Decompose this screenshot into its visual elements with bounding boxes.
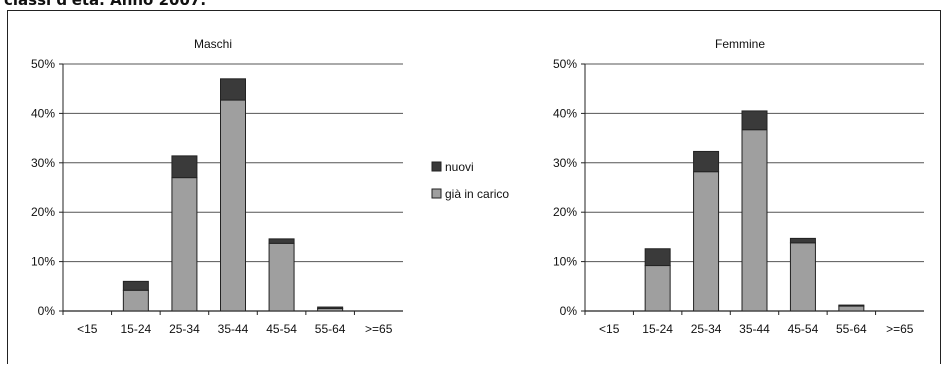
figure-caption: classi d'età. Anno 2007. [4, 0, 207, 9]
legend-swatch-1 [431, 188, 442, 199]
x-tick-label-1-4: 45-54 [788, 322, 819, 336]
chart-title-1: Femmine [715, 37, 765, 51]
bar-1-nuovi-3 [741, 110, 768, 131]
bar-1-gia-in-carico-2 [693, 171, 720, 312]
y-tick-label-0-0: 0% [38, 304, 56, 318]
bar-1-gia-in-carico-4 [789, 242, 816, 312]
x-tick-label-0-4: 45-54 [266, 322, 297, 336]
bar-1-nuovi-1 [644, 248, 671, 267]
y-tick-label-0-4: 40% [31, 106, 55, 120]
bar-0-gia-in-carico-1 [122, 289, 149, 312]
y-tick-label-1-1: 10% [553, 255, 577, 269]
y-tick-label-1-2: 20% [553, 205, 577, 219]
bar-1-gia-in-carico-3 [741, 129, 768, 312]
legend-label-0: nuovi [445, 160, 474, 174]
bar-0-nuovi-4 [268, 238, 295, 244]
x-tick-label-0-3: 35-44 [218, 322, 249, 336]
bar-0-gia-in-carico-4 [268, 242, 295, 312]
bar-1-nuovi-4 [789, 237, 816, 244]
bar-1-nuovi-2 [693, 150, 720, 173]
legend-label-1: già in carico [445, 187, 509, 201]
bar-0-nuovi-3 [220, 78, 246, 101]
bar-0-nuovi-5 [317, 306, 344, 310]
x-tick-label-1-0: <15 [599, 322, 620, 336]
bar-0-nuovi-2 [171, 155, 198, 179]
y-tick-label-0-1: 10% [31, 255, 55, 269]
bar-0-nuovi-1 [122, 280, 149, 291]
x-tick-label-0-2: 25-34 [169, 322, 200, 336]
y-tick-label-0-3: 30% [31, 156, 55, 170]
x-tick-label-1-1: 15-24 [642, 322, 673, 336]
y-tick-label-0-2: 20% [31, 205, 55, 219]
x-tick-label-1-5: 55-64 [836, 322, 867, 336]
x-tick-label-0-6: >=65 [365, 322, 393, 336]
chart-frame [7, 10, 941, 364]
x-tick-label-1-6: >=65 [886, 322, 914, 336]
y-tick-label-1-4: 40% [553, 106, 577, 120]
x-tick-label-0-5: 55-64 [315, 322, 346, 336]
bar-1-gia-in-carico-1 [644, 265, 671, 312]
y-tick-label-1-3: 30% [553, 156, 577, 170]
chart-title-0: Maschi [194, 37, 232, 51]
legend-swatch-0 [431, 161, 442, 172]
y-tick-label-1-5: 50% [553, 57, 577, 71]
bar-1-gia-in-carico-5 [838, 305, 865, 312]
x-tick-label-1-2: 25-34 [691, 322, 722, 336]
y-tick-label-1-0: 0% [560, 304, 578, 318]
x-tick-label-1-3: 35-44 [739, 322, 770, 336]
bar-0-gia-in-carico-2 [171, 177, 198, 312]
x-tick-label-0-1: 15-24 [121, 322, 152, 336]
x-tick-label-0-0: <15 [77, 322, 98, 336]
bar-0-gia-in-carico-3 [220, 99, 246, 312]
y-tick-label-0-5: 50% [31, 57, 55, 71]
bar-1-nuovi-5 [838, 304, 865, 307]
